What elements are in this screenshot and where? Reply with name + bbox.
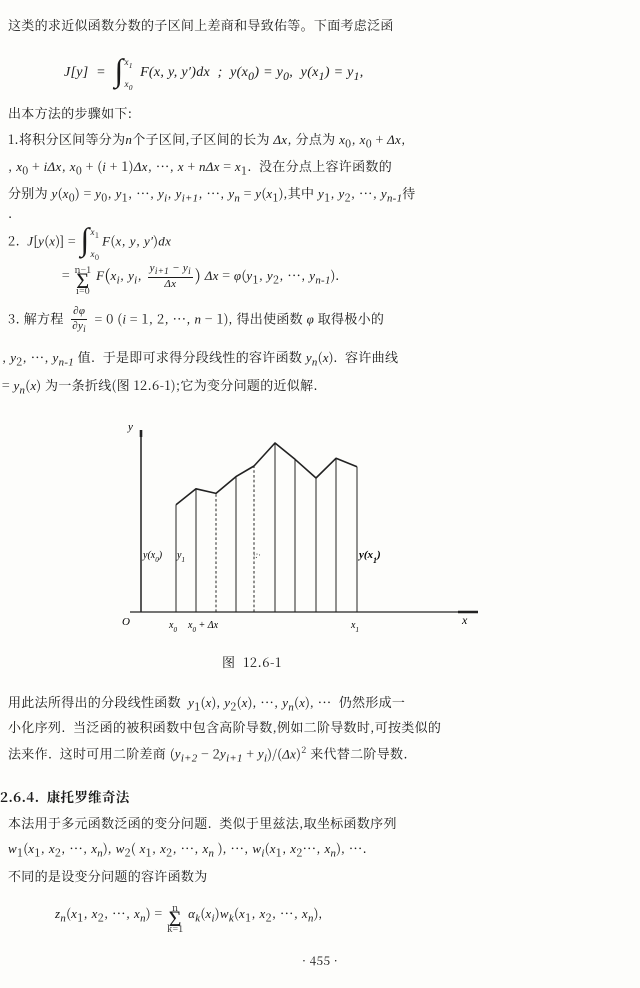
svg-text:x1: x1 (350, 620, 359, 634)
svg-text:y(x0): y(x0) (142, 550, 163, 564)
svg-text:·:·: ·:· (253, 550, 261, 560)
svg-text:y(x1): y(x1) (357, 549, 381, 565)
svg-text:x0: x0 (168, 620, 177, 634)
svg-text:O: O (122, 616, 130, 628)
svg-text:x: x (461, 613, 468, 627)
svg-text:y1: y1 (176, 550, 185, 564)
svg-text:x0 + Δx: x0 + Δx (187, 620, 219, 634)
svg-text:y: y (127, 421, 133, 433)
